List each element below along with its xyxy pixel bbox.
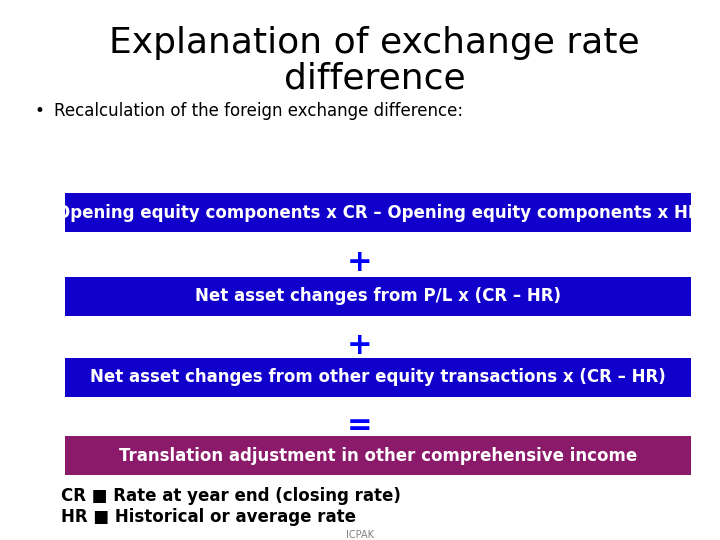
Text: HR ■ Historical or average rate: HR ■ Historical or average rate (61, 508, 356, 526)
Text: •: • (35, 102, 45, 120)
Text: Explanation of exchange rate: Explanation of exchange rate (109, 26, 639, 60)
Text: Opening equity components x CR – Opening equity components x HR: Opening equity components x CR – Opening… (55, 204, 701, 222)
Text: +: + (347, 331, 373, 360)
Text: Recalculation of the foreign exchange difference:: Recalculation of the foreign exchange di… (54, 102, 463, 120)
Text: +: + (347, 248, 373, 278)
FancyBboxPatch shape (65, 193, 691, 232)
Text: difference: difference (284, 62, 465, 95)
FancyBboxPatch shape (65, 277, 691, 316)
Text: ICPAK: ICPAK (346, 530, 374, 539)
FancyBboxPatch shape (65, 436, 691, 475)
Text: Net asset changes from P/L x (CR – HR): Net asset changes from P/L x (CR – HR) (195, 287, 561, 306)
FancyBboxPatch shape (65, 358, 691, 397)
Text: =: = (347, 411, 373, 440)
Text: CR ■ Rate at year end (closing rate): CR ■ Rate at year end (closing rate) (61, 487, 401, 505)
Text: Net asset changes from other equity transactions x (CR – HR): Net asset changes from other equity tran… (90, 368, 666, 387)
Text: Translation adjustment in other comprehensive income: Translation adjustment in other comprehe… (119, 447, 637, 465)
